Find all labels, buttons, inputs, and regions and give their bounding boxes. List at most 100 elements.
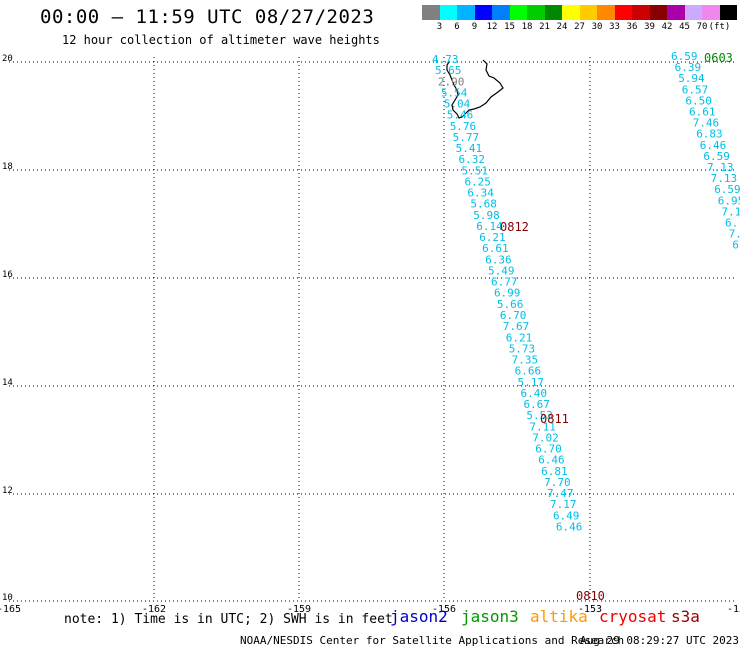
swh-value-label: 4.73 xyxy=(432,53,459,66)
legend-swatches xyxy=(422,5,737,20)
swh-value-label: 5.41 xyxy=(456,142,483,155)
swh-value-label: 5.94 xyxy=(678,72,705,85)
legend-tick-label: 3 xyxy=(436,22,443,32)
swh-value-label: 7.46 xyxy=(693,117,720,130)
swh-value-label: 5.54 xyxy=(441,86,468,99)
swh-value-label: 6.46 xyxy=(538,454,565,467)
legend-tick-label: 21 xyxy=(539,22,550,32)
legend-swatch xyxy=(667,5,685,20)
legend-swatch xyxy=(457,5,475,20)
legend-tick-label: (ft) xyxy=(708,22,731,32)
swh-value-label: 6.25 xyxy=(464,175,491,188)
axis-labels: -165 -162 -159 -156 -153 -15 20 18 16 14 12 10 xyxy=(0,54,740,615)
swh-value-label: 6.49 xyxy=(553,509,580,522)
swh-value-label: 5.65 xyxy=(435,64,462,77)
y-tick-label: 20 xyxy=(2,54,13,64)
swh-value-label: 5.49 xyxy=(488,264,515,277)
legend-tick-label: 15 xyxy=(504,22,515,32)
y-tick-label: 12 xyxy=(2,486,13,496)
pass-time-label: 0603 xyxy=(704,51,733,65)
legend-tick-label: 18 xyxy=(521,22,533,32)
pass-time-label: 0812 xyxy=(500,220,529,234)
footer-note: note: 1) Time is in UTC; 2) SWH is in fe… xyxy=(64,612,393,627)
legend-swatch xyxy=(474,5,492,20)
swh-value-label: 7.17 xyxy=(550,498,577,511)
x-tick-label: -162 xyxy=(142,604,166,615)
map-subtitle: 12 hour collection of altimeter wave hei… xyxy=(62,33,380,47)
swh-value-label: 5.46 xyxy=(447,109,474,122)
swh-value-label: 6.61 xyxy=(482,242,509,255)
legend-swatch xyxy=(579,5,597,20)
swh-value-label: 6.34 xyxy=(467,187,494,200)
swh-value-label: 6.77 xyxy=(491,276,518,289)
legend-swatch xyxy=(509,5,527,20)
legend-swatch xyxy=(439,5,457,20)
coastline-hawaii xyxy=(446,59,504,119)
legend-swatch xyxy=(702,5,720,20)
mission-altika: altika xyxy=(530,607,588,626)
swh-value-label: 5.68 xyxy=(470,198,497,211)
swh-value-label: 7.70 xyxy=(544,476,571,489)
x-tick-label: -15 xyxy=(727,604,740,615)
swh-value-label: 5.98 xyxy=(473,209,500,222)
y-tick-label: 18 xyxy=(2,162,13,172)
legend-swatch xyxy=(684,5,702,20)
legend-tick-label: 30 xyxy=(591,22,603,32)
y-tick-label: 10 xyxy=(2,593,13,603)
pass-labels: 0812 0811 0810 0603 xyxy=(500,51,733,603)
legend-swatch xyxy=(492,5,510,20)
lat-lon-grid xyxy=(9,57,736,602)
swh-value-label: 6 xyxy=(732,239,739,252)
swh-value-label: 5.77 xyxy=(453,131,480,144)
mission-jason2: jason2 xyxy=(390,607,448,626)
swh-value-label: 7.35 xyxy=(512,354,539,367)
swh-value-label: 6.50 xyxy=(685,94,712,107)
track-values: 4.735.652.905.545.045.465.765.775.416.32… xyxy=(432,50,740,533)
legend-swatch xyxy=(597,5,615,20)
map-title: 00:00 – 11:59 UTC 08/27/2023 xyxy=(40,6,375,28)
swh-value-label: 6.66 xyxy=(515,365,542,378)
swh-value-label: 7.11 xyxy=(529,420,556,433)
legend-tick-label: 6 xyxy=(454,22,460,32)
x-tick-label: -159 xyxy=(287,604,311,615)
legend-tick-label: 42 xyxy=(661,22,673,32)
swh-value-label: 7.13 xyxy=(707,161,734,174)
legend-tick-label: 12 xyxy=(486,22,498,32)
swh-value-label: 6.59 xyxy=(714,183,740,196)
legend-swatch xyxy=(649,5,667,20)
swh-value-label: 6.36 xyxy=(485,253,512,266)
swh-value-label: 5.76 xyxy=(450,120,477,133)
credit-text: NOAA/NESDIS Center for Satellite Applica… xyxy=(240,634,625,647)
swh-value-label: 5.51 xyxy=(462,164,489,177)
swh-value-label: 7.13 xyxy=(711,172,738,185)
swh-value-label: 6.99 xyxy=(494,287,521,300)
swh-value-label: 7.1 xyxy=(721,205,740,218)
pass-time-label: 0810 xyxy=(576,589,605,603)
legend-swatch xyxy=(719,5,737,20)
swh-value-label: 5.04 xyxy=(444,98,471,111)
swh-value-label: 5.17 xyxy=(518,376,545,389)
swh-value-label: 6. xyxy=(725,217,738,230)
legend-tick-label: 39 xyxy=(644,22,655,32)
swh-value-label: 6.70 xyxy=(535,443,562,456)
swh-value-label: 5.73 xyxy=(509,342,536,355)
mission-s3a: s3a xyxy=(671,607,700,626)
swh-value-label: 5.53 xyxy=(526,409,553,422)
swh-value-label: 6.61 xyxy=(689,106,716,119)
swh-value-label: 5.66 xyxy=(497,298,524,311)
swh-value-label: 6.14 xyxy=(476,220,503,233)
legend-swatch xyxy=(544,5,562,20)
pass-time-label: 0811 xyxy=(540,412,569,426)
swh-value-label: 7.67 xyxy=(503,320,530,333)
legend-swatch xyxy=(614,5,632,20)
swh-value-label: 6.21 xyxy=(506,331,533,344)
color-legend: 3 6 9 12 15 18 21 24 27 30 33 36 39 42 45 70 (ft) xyxy=(422,5,737,34)
legend-tick-label: 33 xyxy=(609,22,620,32)
legend-swatch xyxy=(562,5,580,20)
swh-value-label: 6.46 xyxy=(556,520,583,533)
swh-value-label: 6.40 xyxy=(521,387,548,400)
swh-value-label: 6.32 xyxy=(459,153,486,166)
swh-value-label: 6.95 xyxy=(718,194,740,207)
swh-value-label: 2.90 xyxy=(438,75,465,88)
